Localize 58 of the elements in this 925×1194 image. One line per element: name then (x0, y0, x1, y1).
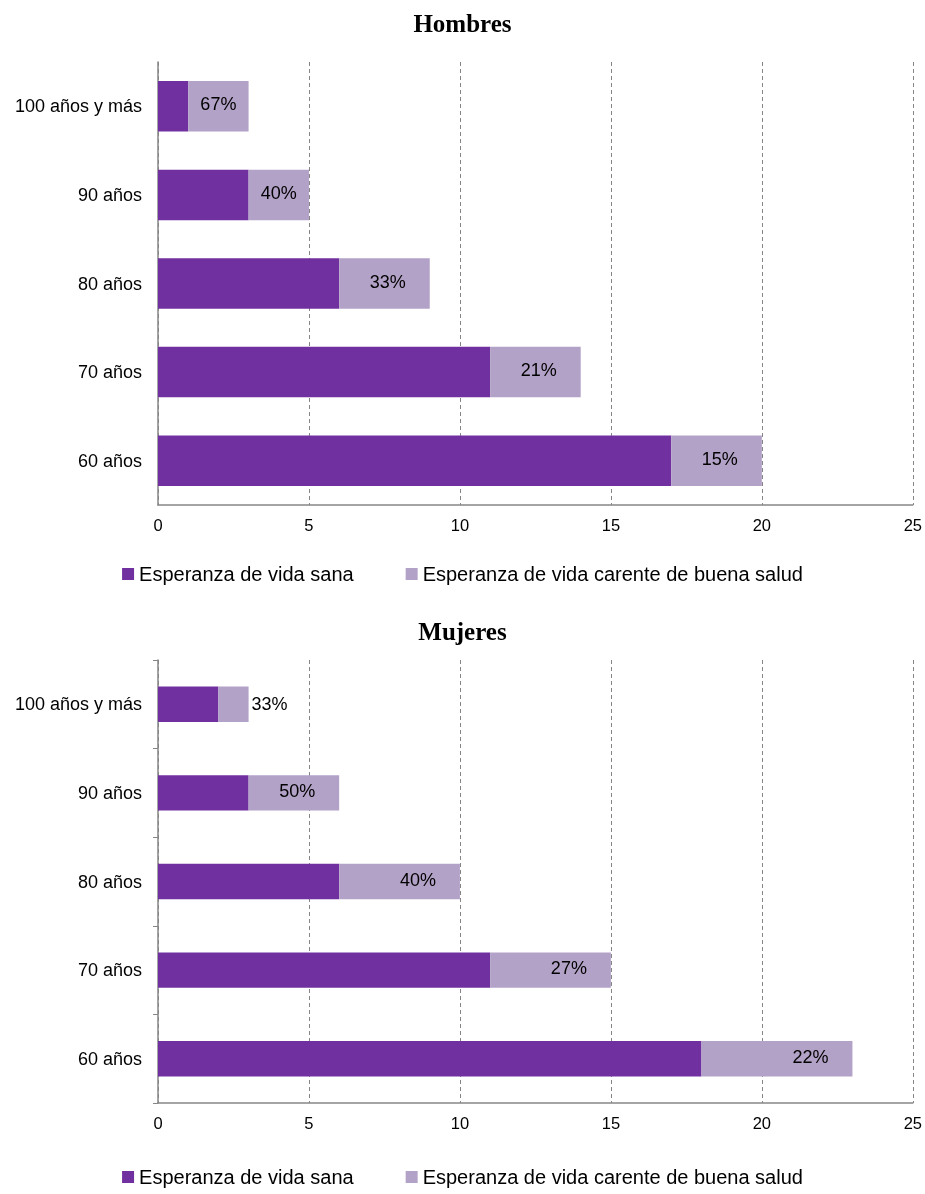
x-tick-label: 20 (752, 515, 772, 534)
x-tick-label: 20 (752, 1113, 772, 1132)
y-tick-label: 90 años (77, 782, 142, 803)
annotation: 22% (792, 1046, 829, 1067)
bar (158, 686, 219, 723)
x-tick-label: 25 (903, 515, 922, 534)
x-tick-label: 0 (153, 1113, 163, 1132)
bar (158, 775, 249, 811)
annotation: 33% (369, 271, 406, 292)
y-tick-label: 60 años (77, 450, 142, 471)
legend-label: Esperanza de vida carente de buena salud (422, 1166, 803, 1188)
y-tick-label: 100 años y más (14, 694, 142, 715)
bar (158, 952, 491, 988)
bar (158, 81, 189, 132)
bar (158, 1040, 702, 1077)
bar (158, 258, 340, 309)
bar (248, 775, 340, 811)
annotation: 50% (279, 780, 316, 801)
annotation: 40% (399, 869, 436, 890)
x-tick-label: 15 (601, 515, 621, 534)
annotation: 33% (251, 694, 288, 715)
bar (339, 863, 460, 900)
y-tick-label: 70 años (77, 960, 142, 981)
x-tick-label: 5 (304, 1113, 314, 1132)
chart-title: Hombres (413, 10, 512, 37)
x-tick-label: 5 (304, 515, 314, 534)
bar (158, 863, 340, 900)
annotation: 15% (701, 448, 738, 469)
bar (188, 81, 249, 132)
legend-label: Esperanza de vida sana (139, 1166, 355, 1188)
bar (158, 435, 672, 486)
annotation: 40% (260, 182, 297, 203)
bar (701, 1040, 853, 1077)
x-tick-label: 15 (601, 1113, 621, 1132)
bar (490, 952, 611, 988)
bar (339, 258, 430, 309)
bar (218, 686, 249, 723)
annotation: 67% (200, 94, 237, 115)
bar (490, 346, 581, 398)
chart-title: Mujeres (418, 618, 507, 645)
x-tick-label: 10 (450, 515, 470, 534)
y-tick-label: 80 años (77, 871, 142, 892)
y-tick-label: 60 años (77, 1048, 142, 1069)
x-tick-label: 10 (450, 1113, 470, 1132)
bar (671, 435, 762, 486)
bar (158, 169, 249, 221)
x-tick-label: 25 (903, 1113, 922, 1132)
y-tick-label: 90 años (77, 184, 142, 205)
annotation: 21% (520, 360, 557, 381)
bar (158, 346, 491, 398)
bar (248, 169, 309, 221)
legend-label: Esperanza de vida carente de buena salud (422, 563, 803, 585)
y-tick-label: 100 años y más (14, 96, 142, 117)
x-tick-label: 0 (153, 515, 163, 534)
legend-label: Esperanza de vida sana (139, 563, 355, 585)
annotation: 27% (550, 958, 587, 979)
y-tick-label: 70 años (77, 362, 142, 383)
y-tick-label: 80 años (77, 273, 142, 294)
